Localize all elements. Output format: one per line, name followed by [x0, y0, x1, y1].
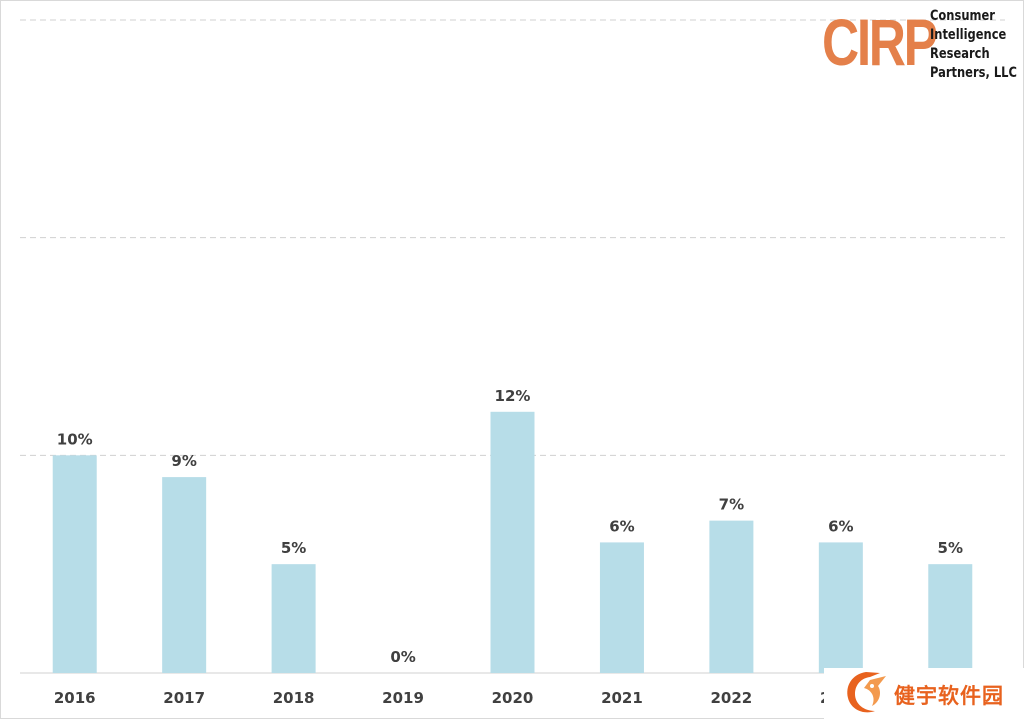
bar-2022 [709, 520, 754, 673]
data-label-2017: 9% [171, 452, 196, 470]
logo-line: Consumer [930, 8, 995, 24]
x-tick-2018: 2018 [273, 689, 315, 707]
data-label-2021: 6% [609, 517, 634, 535]
bar-2017 [162, 477, 207, 673]
data-label-2022: 7% [719, 496, 744, 514]
x-tick-2017: 2017 [163, 689, 205, 707]
logo-mark: CIRP [822, 5, 938, 79]
x-tick-2020: 2020 [492, 689, 534, 707]
bar-2018 [271, 564, 316, 673]
logo-line: Research [930, 46, 990, 62]
bar-2024 [928, 564, 973, 673]
data-label-2020: 12% [495, 387, 531, 405]
logo-company-name: Consumer Intelligence Research Partners,… [930, 7, 1017, 83]
data-label-2019: 0% [390, 648, 415, 666]
data-labels: 10% 9% 5% 0% 12% 6% 7% 6% 5% [57, 387, 963, 666]
bar-2021 [599, 542, 644, 673]
x-tick-2016: 2016 [54, 689, 96, 707]
x-tick-2022: 2022 [711, 689, 753, 707]
logo-line: Partners, LLC [930, 65, 1017, 81]
watermark-text: 健宇软件园 [894, 684, 1004, 708]
x-tick-2021: 2021 [601, 689, 643, 707]
bar-2020 [490, 411, 535, 673]
fox-logo-icon [847, 672, 886, 713]
bars [52, 411, 973, 673]
cirp-logo: CIRP Consumer Intelligence Research Part… [822, 5, 1018, 83]
logo-line: Intelligence [930, 27, 1007, 43]
data-label-2016: 10% [57, 430, 93, 448]
data-label-2018: 5% [281, 539, 306, 557]
bar-2016 [52, 455, 97, 673]
x-tick-2019: 2019 [382, 689, 424, 707]
data-label-2023: 6% [828, 517, 853, 535]
data-label-2024: 5% [938, 539, 963, 557]
bar-2023 [818, 542, 863, 673]
watermark: 健宇软件园 [824, 668, 1024, 719]
